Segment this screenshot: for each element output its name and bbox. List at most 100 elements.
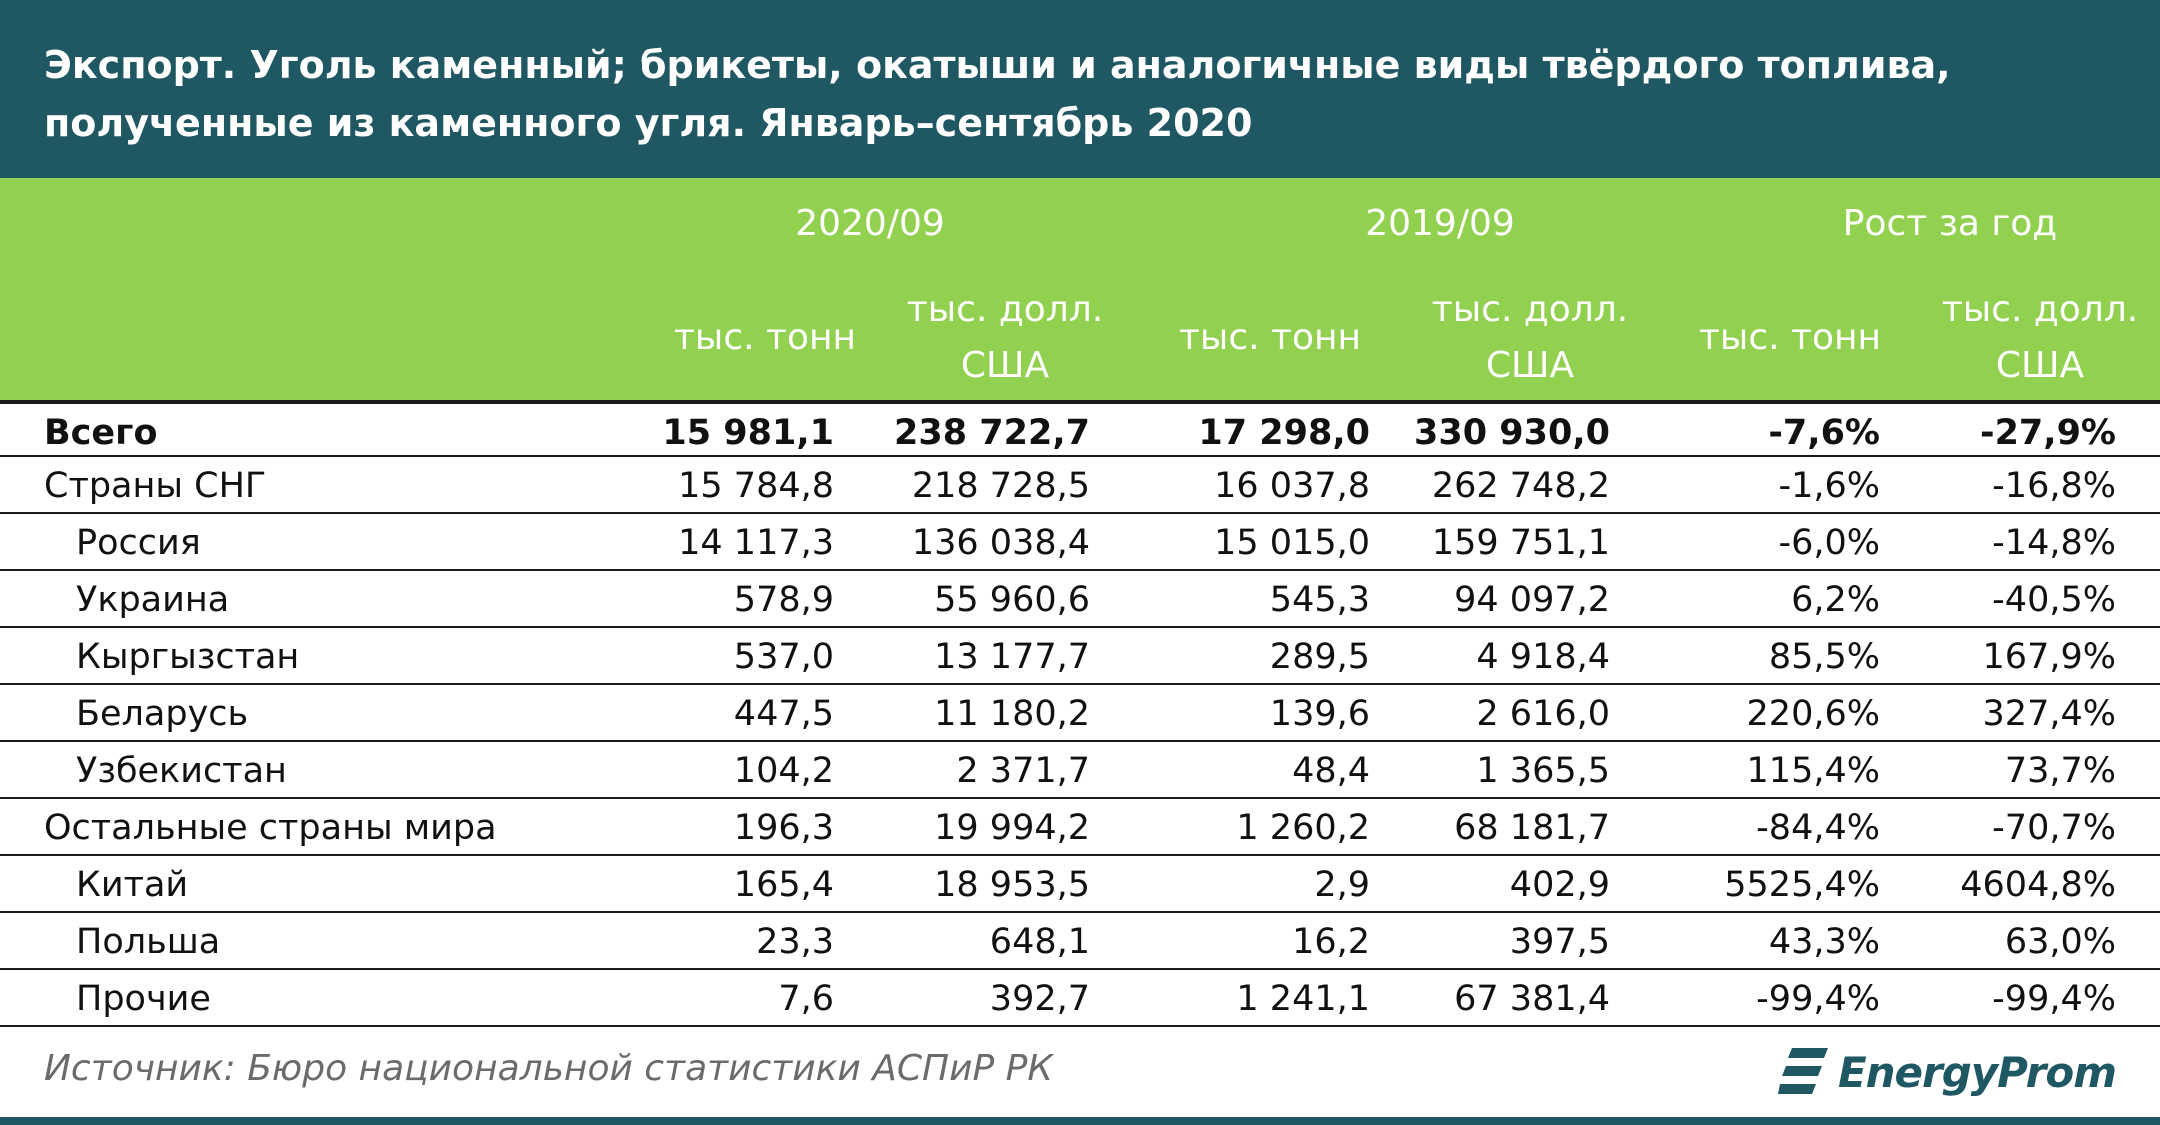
cell-2020-usd: 218 728,5 [911, 466, 1090, 506]
row-name: Узбекистан [76, 751, 287, 791]
header-growth-tons: тыс. тонн [1680, 282, 1900, 394]
bottom-rule [0, 1117, 2160, 1125]
header-2020-tons-label: тыс. тонн [673, 317, 857, 358]
cell-growth-usd: 63,0% [2004, 922, 2116, 962]
cell-2019-tons: 17 298,0 [1198, 413, 1370, 453]
header-2020-usd-line2: США [960, 345, 1050, 386]
cell-2020-tons: 104,2 [733, 751, 834, 791]
cell-growth-tons: -7,6% [1768, 413, 1880, 453]
header-group-2019: 2019/09 [1365, 203, 1515, 244]
row-name: Страны СНГ [44, 466, 267, 506]
cell-2019-tons: 16,2 [1292, 922, 1370, 962]
cell-2020-usd: 136 038,4 [911, 523, 1090, 563]
table-row: Россия 14 117,3 136 038,4 15 015,0 159 7… [0, 514, 2160, 571]
cell-2020-usd: 2 371,7 [956, 751, 1090, 791]
cell-2019-usd: 67 381,4 [1454, 979, 1610, 1019]
cell-growth-tons: 220,6% [1746, 694, 1880, 734]
header-2019-tons: тыс. тонн [1160, 282, 1380, 394]
header-group-growth: Рост за год [1842, 203, 2058, 244]
cell-2019-usd: 402,9 [1509, 865, 1610, 905]
cell-2020-tons: 14 117,3 [678, 523, 834, 563]
cell-2019-tons: 289,5 [1269, 637, 1370, 677]
cell-2020-usd: 392,7 [989, 979, 1090, 1019]
header-growth-usd-line1: тыс. долл. [1941, 289, 2139, 330]
row-name: Остальные страны мира [44, 808, 497, 848]
cell-2019-usd: 1 365,5 [1476, 751, 1610, 791]
cell-2020-tons: 165,4 [733, 865, 834, 905]
logo-text: EnergyProm [1837, 1047, 2117, 1097]
table-row: Беларусь 447,5 11 180,2 139,6 2 616,0 22… [0, 685, 2160, 742]
cell-2020-tons: 23,3 [756, 922, 834, 962]
cell-growth-tons: 5525,4% [1724, 865, 1880, 905]
title-line-1: Экспорт. Уголь каменный; брикеты, окатыш… [44, 43, 1951, 87]
table-row: Прочие 7,6 392,7 1 241,1 67 381,4 -99,4%… [0, 970, 2160, 1027]
cell-2020-usd: 238 722,7 [894, 413, 1090, 453]
cell-2019-tons: 139,6 [1269, 694, 1370, 734]
source-note: Источник: Бюро национальной статистики А… [44, 1048, 1053, 1089]
cell-2019-tons: 2,9 [1314, 865, 1370, 905]
footer: Источник: Бюро национальной статистики А… [0, 1030, 2160, 1125]
header-2020-usd-line1: тыс. долл. [906, 289, 1104, 330]
cell-growth-usd: 4604,8% [1960, 865, 2116, 905]
cell-growth-tons: 115,4% [1746, 751, 1880, 791]
header-growth-usd-line2: США [1995, 345, 2085, 386]
cell-2019-usd: 262 748,2 [1431, 466, 1610, 506]
header-2019-usd-line1: тыс. долл. [1431, 289, 1629, 330]
header-2019-usd-line2: США [1485, 345, 1575, 386]
table-row: Китай 165,4 18 953,5 2,9 402,9 5525,4% 4… [0, 856, 2160, 913]
header-2019-tons-label: тыс. тонн [1178, 317, 1362, 358]
cell-growth-tons: 85,5% [1768, 637, 1880, 677]
cell-2020-tons: 196,3 [733, 808, 834, 848]
cell-2019-usd: 4 918,4 [1476, 637, 1610, 677]
cell-2020-tons: 7,6 [778, 979, 834, 1019]
row-name: Кыргызстан [76, 637, 300, 677]
cell-2019-tons: 15 015,0 [1214, 523, 1370, 563]
cell-2019-usd: 94 097,2 [1454, 580, 1610, 620]
table-body: Всего 15 981,1 238 722,7 17 298,0 330 93… [0, 400, 2160, 1027]
cell-2019-usd: 397,5 [1509, 922, 1610, 962]
cell-growth-usd: -16,8% [1992, 466, 2116, 506]
cell-growth-usd: -70,7% [1992, 808, 2116, 848]
cell-growth-usd: 73,7% [2004, 751, 2116, 791]
cell-growth-tons: -6,0% [1778, 523, 1880, 563]
cell-2020-tons: 578,9 [733, 580, 834, 620]
cell-2020-usd: 11 180,2 [934, 694, 1090, 734]
cell-2020-tons: 447,5 [733, 694, 834, 734]
title-line-2: полученные из каменного угля. Январь–сен… [44, 101, 1253, 145]
cell-2019-usd: 159 751,1 [1431, 523, 1610, 563]
row-name: Беларусь [76, 694, 249, 734]
cell-growth-tons: -99,4% [1756, 979, 1880, 1019]
cell-growth-tons: 43,3% [1768, 922, 1880, 962]
cell-2019-tons: 16 037,8 [1214, 466, 1370, 506]
cell-2019-tons: 1 260,2 [1236, 808, 1370, 848]
cell-2019-usd: 330 930,0 [1414, 413, 1610, 453]
cell-growth-usd: 327,4% [1982, 694, 2116, 734]
row-name: Всего [44, 413, 158, 453]
table-row: Страны СНГ 15 784,8 218 728,5 16 037,8 2… [0, 457, 2160, 514]
header-growth-usd: тыс. долл. США [1920, 282, 2160, 394]
header-2020-tons: тыс. тонн [655, 282, 875, 394]
cell-2020-usd: 18 953,5 [934, 865, 1090, 905]
cell-2019-tons: 48,4 [1292, 751, 1370, 791]
row-name: Польша [76, 922, 221, 962]
cell-growth-usd: -99,4% [1992, 979, 2116, 1019]
cell-growth-usd: -40,5% [1992, 580, 2116, 620]
row-name: Россия [76, 523, 201, 563]
table-header: 2020/09 2019/09 Рост за год тыс. тонн ты… [0, 178, 2160, 400]
table-row: Украина 578,9 55 960,6 545,3 94 097,2 6,… [0, 571, 2160, 628]
table-row: Остальные страны мира 196,3 19 994,2 1 2… [0, 799, 2160, 856]
cell-growth-usd: 167,9% [1982, 637, 2116, 677]
cell-2020-usd: 19 994,2 [934, 808, 1090, 848]
cell-2020-tons: 537,0 [733, 637, 834, 677]
energyprom-logo-icon [1777, 1048, 1828, 1094]
header-2020-usd: тыс. долл. США [885, 282, 1125, 394]
cell-2020-usd: 648,1 [989, 922, 1090, 962]
cell-2019-tons: 1 241,1 [1236, 979, 1370, 1019]
header-group-2020: 2020/09 [795, 203, 945, 244]
cell-growth-tons: 6,2% [1791, 580, 1880, 620]
cell-2020-tons: 15 981,1 [662, 413, 834, 453]
cell-2019-usd: 2 616,0 [1476, 694, 1610, 734]
cell-2019-usd: 68 181,7 [1454, 808, 1610, 848]
energyprom-logo: EnergyProm [1777, 1042, 2117, 1102]
